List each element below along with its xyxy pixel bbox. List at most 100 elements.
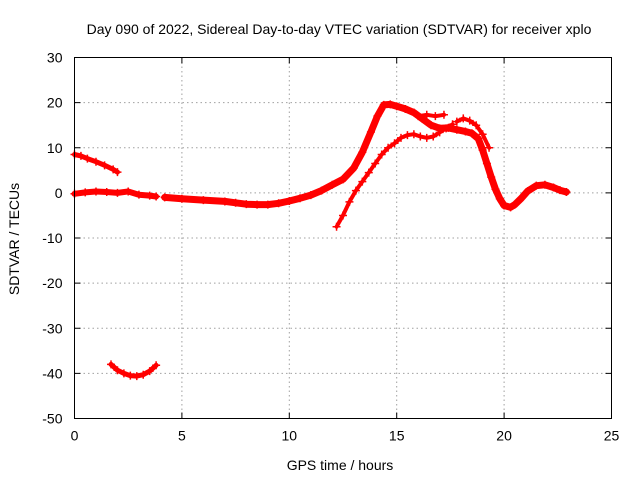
data-point [540,180,549,189]
data-point [107,360,116,369]
data-point [485,143,494,152]
data-point [100,161,109,170]
data-point [351,186,360,195]
x-tick-label: 5 [178,428,186,444]
data-point [403,131,412,140]
data-point [472,121,481,130]
x-tick-label: 0 [71,428,79,444]
data-point [220,197,229,206]
series-line [416,112,446,119]
data-point [285,196,294,205]
data-point [523,187,532,196]
data-point [339,211,347,220]
data-point [83,154,92,163]
data-point [452,125,461,134]
data-point [339,175,347,184]
data-point [253,200,262,209]
data-point [401,104,410,113]
data-point [81,188,90,197]
data-point [431,112,440,121]
series-track-5 [332,120,457,231]
data-point [231,198,240,207]
data-point [414,112,423,121]
x-axis-label: GPS time / hours [287,457,394,473]
data-point [461,127,470,136]
data-point [134,190,143,199]
data-point [358,148,367,157]
data-point [263,200,272,209]
data-point [199,196,208,205]
chart-title: Day 090 of 2022, Sidereal Day-to-day VTE… [87,21,592,37]
data-point [465,116,474,125]
data-point [242,200,251,209]
data-point [459,114,468,123]
data-point [478,146,487,155]
data-point [364,168,373,177]
data-point [102,187,111,196]
data-point [371,159,380,168]
y-tick-label: 0 [55,185,63,201]
data-point [91,157,100,166]
data-point [435,128,444,137]
y-tick-label: -30 [42,320,62,336]
y-tick-label: 20 [47,95,63,111]
data-series [70,100,571,381]
series-track-7 [452,114,494,152]
y-tick-label: -20 [42,275,62,291]
data-point [409,108,418,117]
data-point [139,370,148,379]
data-point [349,164,358,173]
data-point [500,201,509,210]
series-track-6 [414,110,448,121]
data-point [124,187,133,196]
data-point [152,361,161,370]
data-point [532,181,541,190]
data-point [91,187,100,196]
data-point [145,367,154,376]
data-point [345,197,354,206]
data-point [517,194,526,203]
data-point [482,159,491,168]
x-tick-label: 20 [496,428,512,444]
data-point [396,133,405,142]
data-point [422,110,431,119]
data-point [510,200,519,209]
data-point [113,366,122,375]
data-point [296,194,305,203]
data-point [448,120,457,129]
data-point [422,133,431,142]
tick-labels: 0 5 10 15 20 25 -50 -40 -30 -20 -10 0 10 20 30 [42,50,619,444]
y-tick-label: -50 [42,411,62,427]
y-tick-label: 30 [47,50,63,66]
data-point [439,110,448,119]
y-axis-label: SDTVAR / TECUs [6,183,22,295]
data-point [487,173,496,182]
data-point [386,100,395,109]
plot-frame [74,57,612,419]
data-point [366,127,375,136]
data-point [452,117,461,126]
data-point [416,132,425,141]
data-point [76,151,85,160]
y-tick-label: -10 [42,230,62,246]
data-point [109,165,118,174]
y-tick-label: -40 [42,365,62,381]
data-point [392,102,401,111]
data-point [409,130,418,139]
data-point [377,150,386,159]
data-point [306,191,315,200]
data-point [332,222,341,231]
data-point [555,186,564,195]
data-point [358,177,367,186]
data-point [177,194,186,203]
data-point [467,129,476,138]
data-point [506,203,515,212]
series-track-2 [107,360,161,381]
data-point [119,369,128,378]
data-point [317,186,326,195]
data-point [274,199,283,208]
x-tick-label: 25 [604,428,620,444]
data-point [442,124,451,133]
